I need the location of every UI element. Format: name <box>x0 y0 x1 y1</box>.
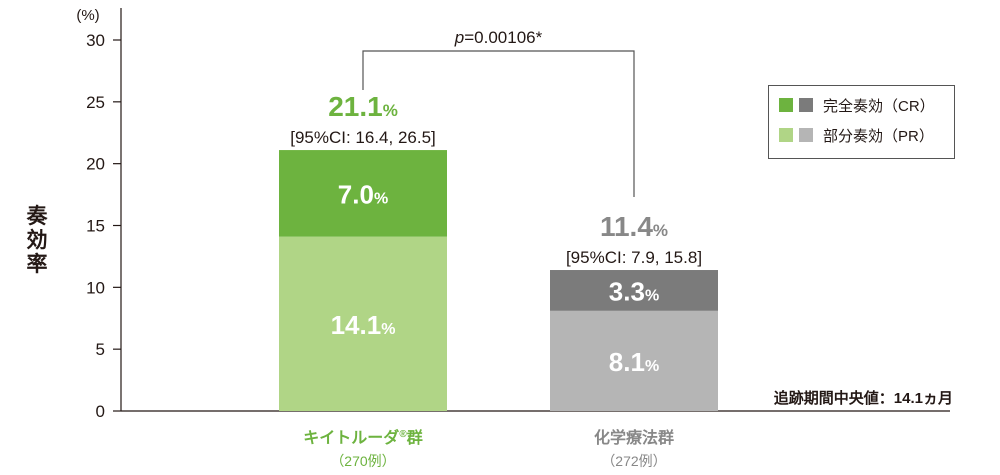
legend-item-cr: 完全奏効（CR） <box>779 96 935 115</box>
y-tick-label: 20 <box>86 155 105 174</box>
legend-swatch-cr-chemo <box>799 98 813 112</box>
p-value-label: p=0.00106* <box>454 28 543 47</box>
bar-segment <box>279 150 447 237</box>
y-unit-label: (%) <box>76 7 99 24</box>
ci-label: [95%CI: 7.9, 15.8] <box>566 248 702 267</box>
ci-label: [95%CI: 16.4, 26.5] <box>290 128 436 147</box>
y-tick-label: 10 <box>86 278 105 297</box>
total-label: 21.1% <box>328 91 398 122</box>
category-label: 化学療法群 <box>594 428 674 447</box>
y-tick-label: 0 <box>96 402 105 421</box>
y-axis-label: 奏効率 <box>26 205 48 276</box>
category-label: キイトルーダ®群 <box>303 428 422 447</box>
y-tick-label: 15 <box>86 217 105 236</box>
legend-item-pr: 部分奏効（PR） <box>779 126 934 145</box>
significance-bracket <box>362 50 635 197</box>
legend-swatch-pr-chemo <box>799 128 813 142</box>
data-label: 3.3% <box>609 276 659 306</box>
bar-segment <box>550 270 718 311</box>
category-sublabel: （270例） <box>330 453 395 469</box>
legend: 完全奏効（CR） 部分奏効（PR） <box>768 85 955 159</box>
legend-swatch-pr-keytruda <box>779 128 793 142</box>
bar-segment <box>279 236 447 411</box>
legend-swatch-cr-keytruda <box>779 98 793 112</box>
data-label: 8.1% <box>609 347 659 377</box>
data-label: 14.1% <box>331 310 396 340</box>
bar-segment <box>550 310 718 411</box>
total-label: 11.4% <box>600 211 668 242</box>
y-tick-label: 30 <box>86 31 105 50</box>
y-tick-label: 5 <box>96 340 105 359</box>
y-tick-label: 25 <box>86 93 105 112</box>
legend-label-pr: 部分奏効（PR） <box>823 127 934 145</box>
data-label: 7.0% <box>338 179 388 209</box>
follow-up-note: 追跡期間中央値：14.1ヵ月 <box>773 390 953 407</box>
legend-label-cr: 完全奏効（CR） <box>823 97 935 115</box>
category-sublabel: （272例） <box>601 453 666 469</box>
